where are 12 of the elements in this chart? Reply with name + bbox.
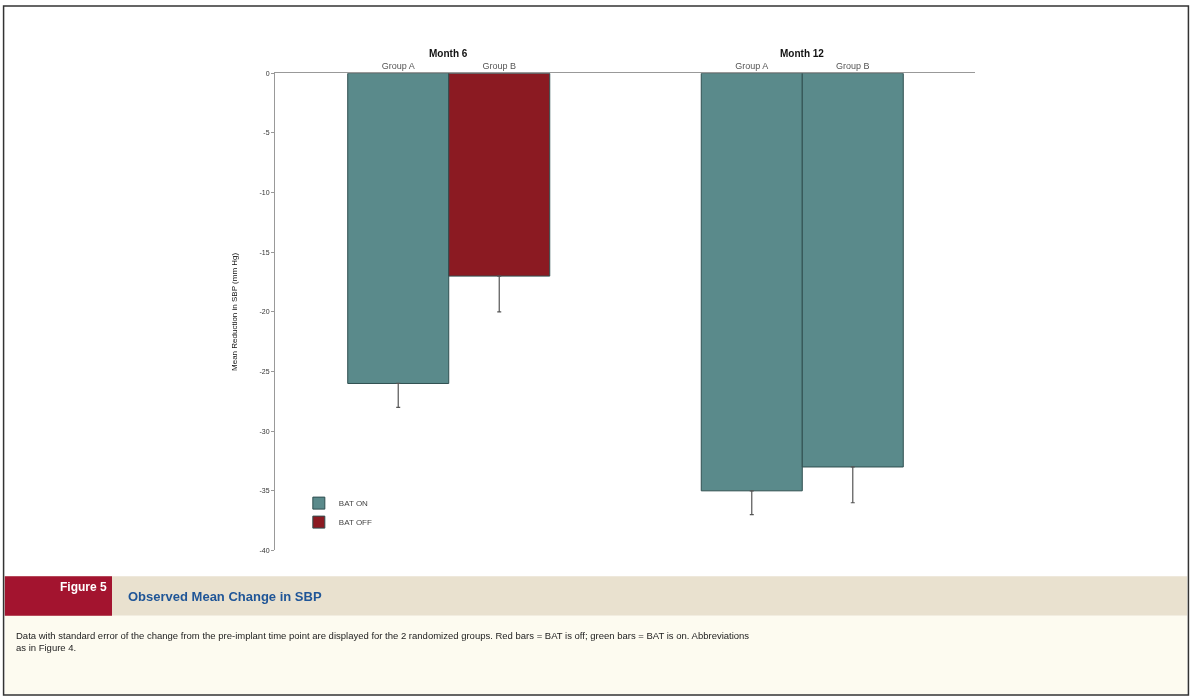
legend-label: BAT ON — [338, 499, 369, 509]
x-tick-label: Group B — [836, 60, 870, 71]
text: Month 6 — [429, 48, 468, 59]
caption: Figure 5 — [60, 580, 107, 594]
text: Observed Mean Change in SBP — [128, 588, 322, 604]
x-tick-label: Group B — [482, 60, 517, 71]
x-tick-label: Group A — [735, 60, 769, 71]
text: Month 12 — [780, 48, 825, 59]
legend-label: BAT OFF — [338, 518, 372, 528]
y-axis-title: Mean Reduction in SBP (mm Hg) — [230, 252, 240, 371]
x-tick-label: Group A — [381, 60, 415, 71]
text: Data with standard error of the change from the pre-implant time point are displayed for the 2 randomized groups. Red bars = BAT is off; green bars = BAT is on. Abbreviations as in Figure 4. — [16, 630, 750, 654]
